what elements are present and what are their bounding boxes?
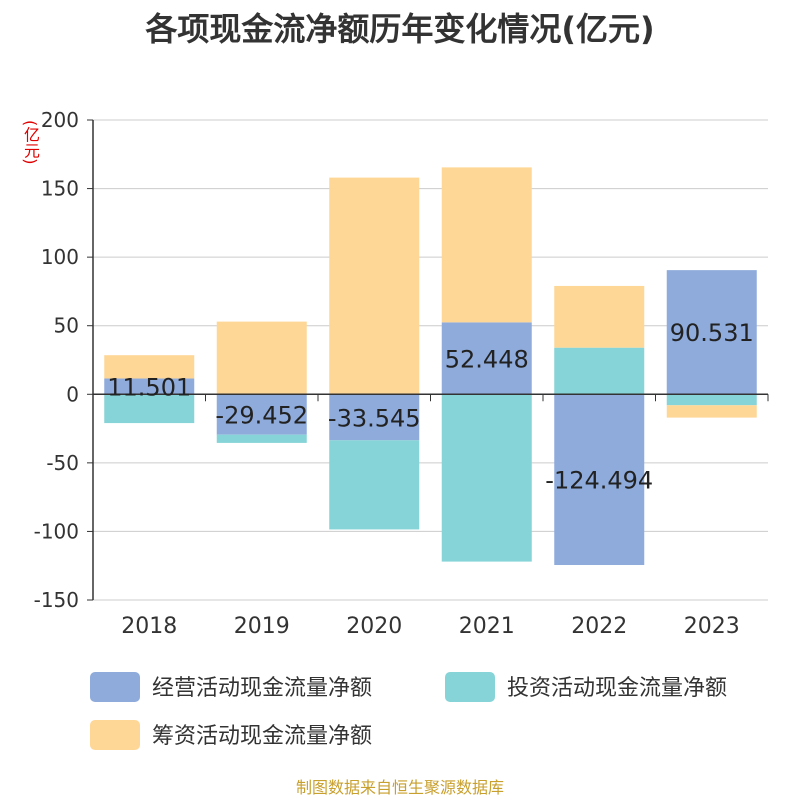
data-label: -33.545 — [328, 404, 421, 432]
bar-segment[interactable] — [329, 394, 420, 441]
bar-segment[interactable] — [666, 394, 757, 406]
x-tick-label: 2023 — [684, 614, 740, 639]
x-tick-label: 2018 — [121, 614, 177, 639]
bar-segment[interactable] — [666, 405, 757, 418]
bar-segment[interactable] — [216, 434, 307, 443]
legend-item[interactable]: 经营活动现金流量净额 — [90, 672, 372, 702]
axes: -150 -100 -50 0 50 100 150 200 2018 2019 2020 2021 2… — [34, 108, 769, 639]
legend-swatch — [90, 720, 140, 750]
legend-item[interactable]: 筹资活动现金流量净额 — [90, 720, 372, 750]
y-tick-label: 150 — [41, 177, 79, 201]
legend-label: 筹资活动现金流量净额 — [152, 724, 372, 749]
data-label: 90.531 — [670, 319, 754, 347]
legend-label: 经营活动现金流量净额 — [152, 676, 372, 701]
y-tick-label: -150 — [34, 588, 79, 612]
x-tick-label: 2020 — [346, 614, 402, 639]
data-label: -29.452 — [215, 401, 308, 429]
bar-segment[interactable] — [104, 355, 195, 379]
legend-swatch — [445, 672, 495, 702]
bar-segment[interactable] — [554, 285, 645, 348]
x-tick-label: 2021 — [459, 614, 515, 639]
y-tick-label: 0 — [66, 382, 79, 406]
y-tick-label: 100 — [41, 245, 79, 269]
data-label: 52.448 — [445, 345, 529, 373]
y-tick-label: -50 — [46, 451, 79, 475]
x-tick-label: 2019 — [234, 614, 290, 639]
data-source-note: 制图数据来自恒生聚源数据库 — [295, 778, 504, 797]
bar-segment[interactable] — [441, 322, 532, 395]
data-label: -124.494 — [545, 467, 653, 495]
legend-label: 投资活动现金流量净额 — [507, 676, 727, 701]
legend-swatch — [90, 672, 140, 702]
y-tick-label: 50 — [54, 314, 79, 338]
y-tick-label: 200 — [41, 108, 79, 132]
bar-segment[interactable] — [104, 394, 195, 424]
chart-title: 各项现金流净额历年变化情况(亿元) — [145, 10, 655, 48]
x-tick-label: 2022 — [571, 614, 627, 639]
bar-segment[interactable] — [216, 321, 307, 395]
bars — [104, 167, 757, 566]
y-axis-unit-label: (亿元) — [21, 120, 40, 165]
data-labels: 11.501 -29.452 -33.545 52.448 -124.494 90.531 — [107, 319, 753, 494]
bar-segment[interactable] — [216, 394, 307, 435]
bar-segment[interactable] — [666, 270, 757, 395]
bar-segment[interactable] — [329, 440, 420, 530]
bar-segment[interactable] — [554, 347, 645, 395]
grid-lines — [93, 119, 768, 601]
bar-segment[interactable] — [104, 378, 195, 395]
bar-segment[interactable] — [329, 177, 420, 395]
legend-item[interactable]: 投资活动现金流量净额 — [445, 672, 727, 702]
data-label: 11.501 — [107, 373, 191, 401]
bar-segment[interactable] — [441, 167, 532, 323]
y-tick-label: -100 — [34, 519, 79, 543]
bar-segment[interactable] — [441, 394, 532, 562]
bar-segment[interactable] — [554, 394, 645, 566]
